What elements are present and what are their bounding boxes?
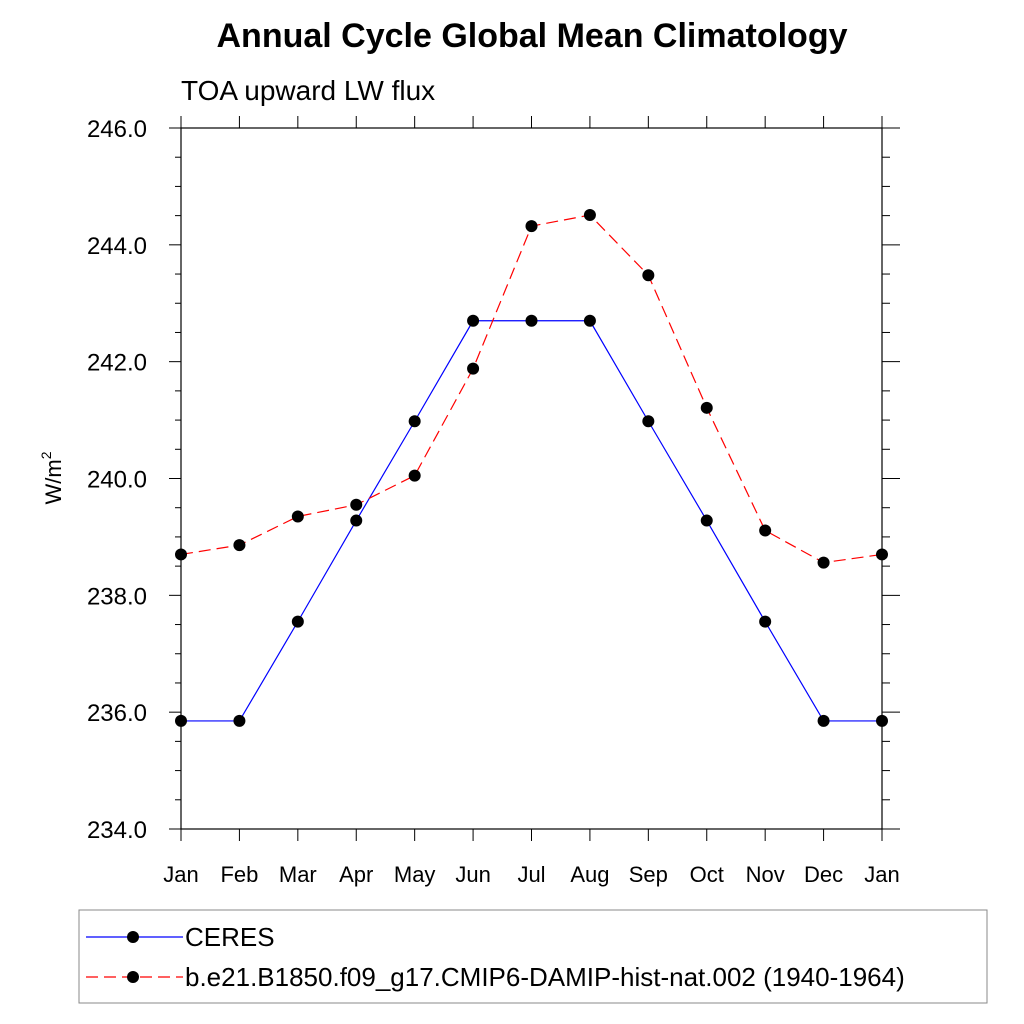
series-1-point (759, 615, 772, 628)
x-tick-label: Sep (629, 862, 668, 887)
series-2-point (817, 556, 830, 569)
series-2-point (583, 209, 596, 222)
series-2-point (408, 469, 421, 482)
series-1-point (467, 314, 480, 327)
axis-ticks: Jan Feb Mar Apr May Jun Jul Aug Sep Oct Nov Dec Jan 2… (87, 116, 900, 887)
x-tick-label: Jan (864, 862, 899, 887)
series-2-point (291, 510, 304, 523)
legend-marker-2 (127, 971, 139, 983)
chart-subtitle: TOA upward LW flux (181, 75, 435, 106)
y-tick-label: 236.0 (87, 700, 147, 727)
x-tick-label: Feb (220, 862, 258, 887)
x-tick-label: Jun (455, 862, 490, 887)
series-1-point (642, 415, 655, 428)
series-2-point (467, 362, 480, 375)
x-tick-label: Dec (804, 862, 843, 887)
legend-box (78, 909, 988, 1004)
y-axis-label-superscript: 2 (38, 451, 54, 459)
series-2-point (175, 548, 187, 561)
series-2-point (350, 498, 363, 511)
y-axis-label-text: W/m (41, 459, 66, 504)
series-2-point (759, 524, 772, 537)
svg-text:W/m2: W/m2 (38, 451, 66, 504)
chart-title: Annual Cycle Global Mean Climatology (217, 17, 848, 55)
x-tick-label: Jul (517, 862, 545, 887)
series-1-point (700, 514, 713, 527)
series-1-point (583, 314, 596, 327)
series-1-point (876, 714, 888, 727)
series-1-point (525, 314, 538, 327)
y-tick-label: 240.0 (87, 467, 147, 494)
x-tick-label: Nov (746, 862, 785, 887)
series-2-point (642, 269, 655, 282)
legend: CERES b.e21.B1850.f09_g17.CMIP6-DAMIP-his… (86, 922, 905, 992)
y-axis-label: W/m2 (38, 451, 66, 504)
series-1-point (175, 714, 187, 727)
series-1-point (408, 415, 421, 428)
series-markers (175, 209, 888, 727)
y-tick-label: 244.0 (87, 233, 147, 260)
series-2-point (233, 539, 246, 552)
x-tick-label: Aug (570, 862, 609, 887)
series-1-point (817, 714, 830, 727)
series-lines (180, 214, 883, 722)
legend-label-2: b.e21.B1850.f09_g17.CMIP6-DAMIP-hist-nat… (185, 962, 905, 992)
y-tick-label: 238.0 (87, 583, 147, 610)
x-tick-label: Oct (690, 862, 724, 887)
legend-marker-1 (127, 931, 139, 943)
x-tick-label: Apr (339, 862, 373, 887)
y-tick-label: 234.0 (87, 817, 147, 844)
series-2-point (700, 401, 713, 414)
legend-label-1: CERES (185, 922, 275, 952)
y-tick-label: 242.0 (87, 350, 147, 377)
series-line-2 (180, 214, 883, 564)
series-2-point (876, 548, 888, 561)
x-tick-label: Mar (279, 862, 317, 887)
plot-frame (180, 127, 883, 830)
series-2-point (525, 220, 538, 233)
series-1-point (291, 615, 304, 628)
series-line-1 (181, 320, 882, 722)
y-tick-label: 246.0 (87, 116, 147, 143)
series-1-point (233, 714, 246, 727)
x-tick-label: May (394, 862, 436, 887)
x-tick-label: Jan (163, 862, 198, 887)
series-1-point (350, 514, 363, 527)
